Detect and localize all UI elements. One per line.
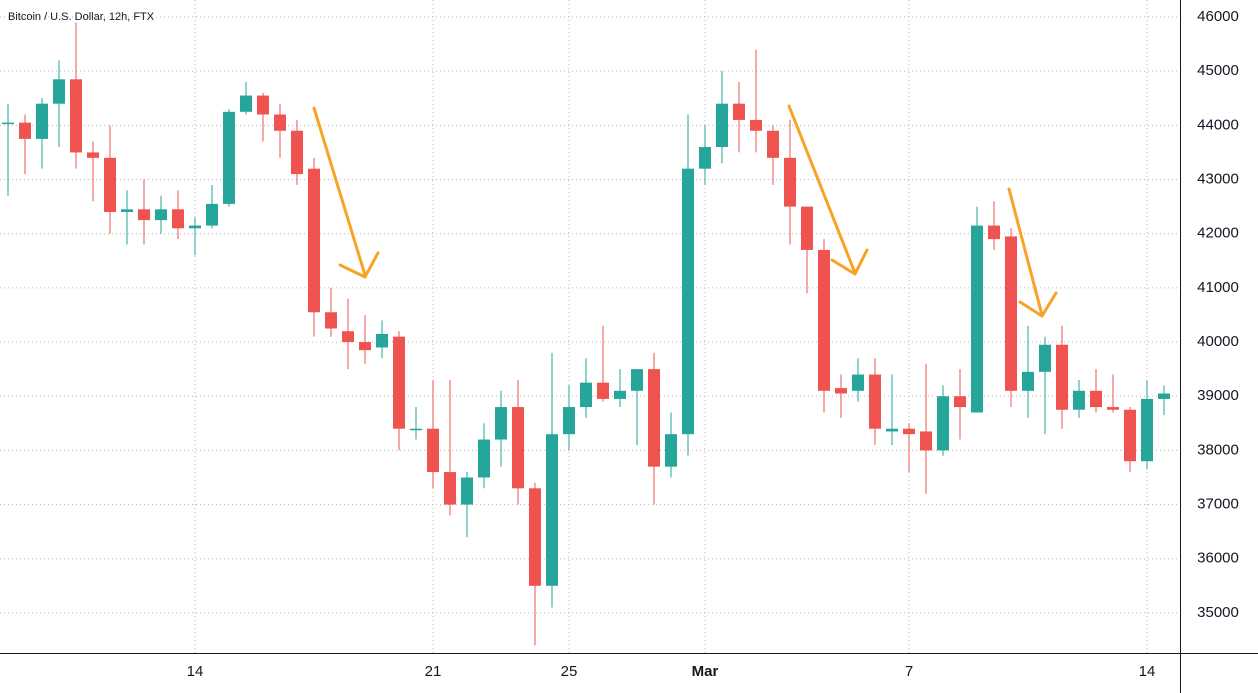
candle-body [461, 477, 473, 505]
labels: 35000 36000 37000 38000 39000 40000 41000 42000… [187, 8, 1239, 680]
candle-body [87, 152, 99, 158]
candle-body [563, 407, 575, 435]
candle-body [138, 209, 150, 221]
x-tick-label: 14 [187, 663, 204, 680]
y-tick-label: 43000 [1197, 170, 1239, 187]
candle-body [495, 407, 507, 440]
candle-body [1107, 407, 1119, 410]
x-tick-label: Mar [692, 663, 719, 680]
x-tick-label: 7 [905, 663, 913, 680]
arrow [1007, 187, 1058, 318]
y-tick-label: 38000 [1197, 441, 1239, 458]
candle-body [1039, 344, 1051, 372]
y-tick-label: 42000 [1197, 225, 1239, 242]
candle-body [2, 122, 14, 125]
candle-body [614, 390, 626, 399]
candle-body [546, 434, 558, 586]
candle-body [920, 431, 932, 451]
y-tick-label: 45000 [1197, 62, 1239, 79]
candle-body [342, 331, 354, 343]
candle-body [240, 95, 252, 112]
candle-body [597, 382, 609, 399]
candle-body [70, 79, 82, 153]
candle-body [189, 225, 201, 229]
y-tick-label: 40000 [1197, 333, 1239, 350]
candle-body [648, 369, 660, 467]
candle-body [903, 428, 915, 435]
annotations [312, 104, 1058, 318]
candle-body [733, 103, 745, 120]
candle-body [206, 203, 218, 226]
x-tick-label: 14 [1139, 663, 1156, 680]
candle-body [172, 209, 184, 229]
candle-body [410, 428, 422, 431]
x-tick-label: 21 [425, 663, 442, 680]
candle-body [393, 336, 405, 429]
chart-title: Bitcoin / U.S. Dollar, 12h, FTX [8, 11, 155, 23]
candle-body [716, 103, 728, 148]
candle-body [750, 119, 762, 131]
y-tick-label: 35000 [1197, 604, 1239, 621]
candle-body [427, 428, 439, 473]
candle-body [325, 312, 337, 329]
y-tick-label: 46000 [1197, 8, 1239, 25]
candle-body [444, 472, 456, 505]
candle-body [699, 147, 711, 169]
candle-body [121, 209, 133, 213]
candle-body [308, 168, 320, 313]
y-tick-label: 44000 [1197, 116, 1239, 133]
candle-body [784, 157, 796, 207]
y-tick-label: 37000 [1197, 496, 1239, 513]
candle-body [36, 103, 48, 139]
candle-body [937, 396, 949, 451]
candle-body [478, 439, 490, 478]
candle-body [19, 122, 31, 139]
candle-body [274, 114, 286, 131]
y-tick-label: 41000 [1197, 279, 1239, 296]
candle-body [376, 333, 388, 348]
candle-body [869, 374, 881, 429]
candle-body [818, 249, 830, 391]
candle-body [631, 369, 643, 391]
candle-body [801, 206, 813, 250]
candle-body [988, 225, 1000, 240]
candle-body [665, 434, 677, 467]
arrow [787, 104, 869, 276]
candle-body [835, 388, 847, 394]
candle-body [155, 209, 167, 221]
y-tick-label: 39000 [1197, 387, 1239, 404]
candle-body [1005, 236, 1017, 391]
candle-body [954, 396, 966, 408]
candle-body [53, 79, 65, 104]
candle-body [580, 382, 592, 408]
candle-body [971, 225, 983, 413]
candle-body [886, 428, 898, 432]
candle-body [1090, 390, 1102, 408]
candle-body [1073, 390, 1085, 410]
candle-body [682, 168, 694, 435]
candle-body [512, 407, 524, 489]
candle-body [1158, 393, 1170, 399]
candle-body [529, 488, 541, 586]
candle-body [1022, 371, 1034, 391]
candle-body [223, 111, 235, 204]
grid [0, 0, 1180, 653]
candle-body [767, 130, 779, 158]
candle-body [291, 130, 303, 175]
arrow [312, 106, 380, 279]
candle-body [1056, 344, 1068, 410]
x-tick-label: 25 [561, 663, 578, 680]
candle-body [852, 374, 864, 391]
y-tick-label: 36000 [1197, 550, 1239, 567]
candle-body [359, 342, 371, 351]
candles [2, 22, 1170, 646]
candle-body [1124, 409, 1136, 462]
candle-body [257, 95, 269, 115]
candle-body [1141, 398, 1153, 462]
candle-body [104, 157, 116, 213]
